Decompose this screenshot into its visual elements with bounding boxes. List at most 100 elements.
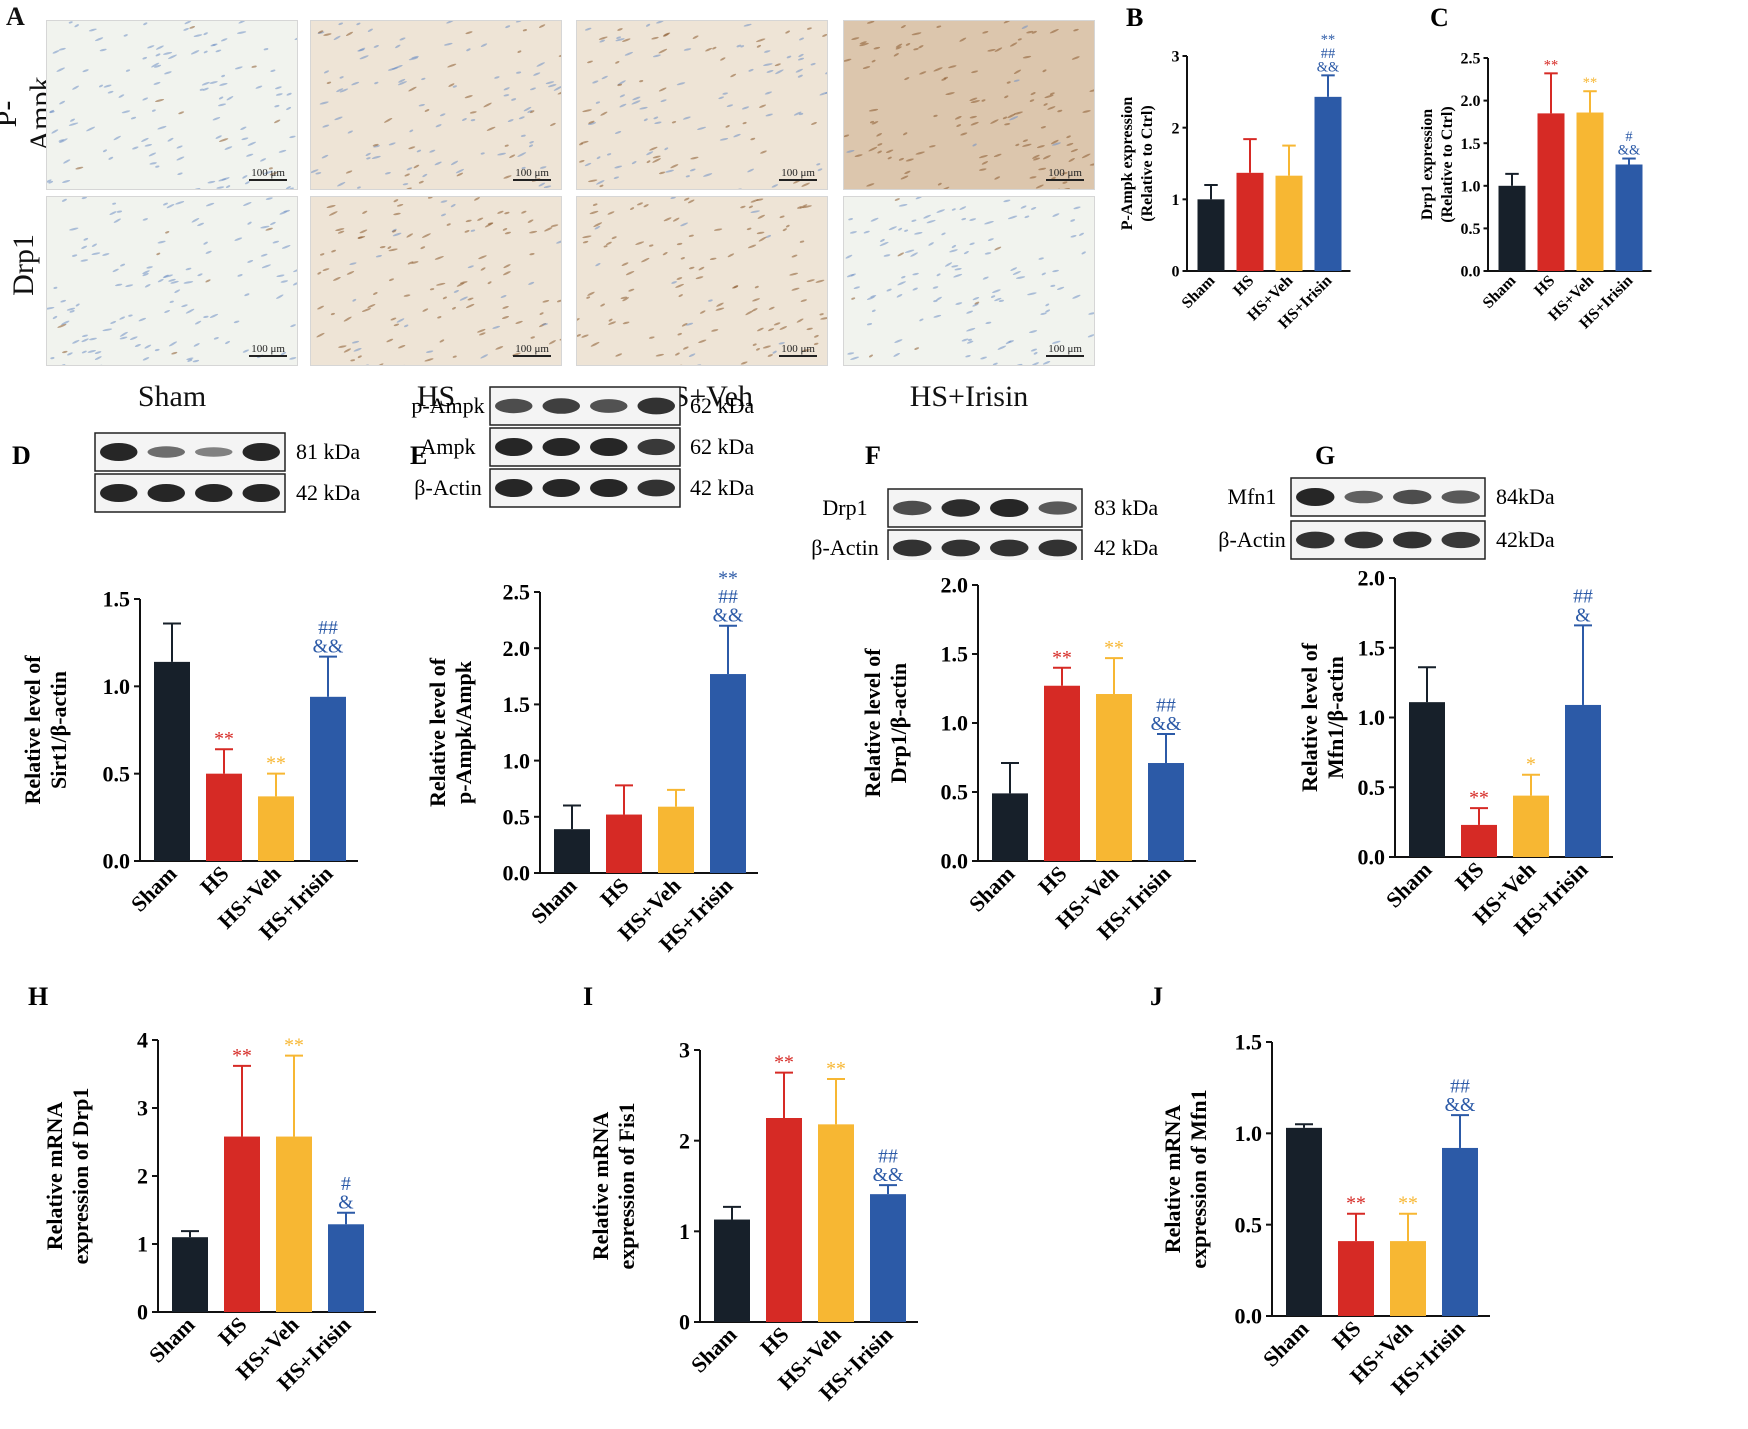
bar-hs-veh	[1576, 112, 1604, 271]
group-label-hs: HS	[416, 380, 456, 413]
significance-mark: **	[232, 1045, 252, 1067]
chart-g: G 0.0 0.5 1.0 1.5 2.0 Relative level of Mfn1/β-…	[1297, 441, 1613, 940]
significance-mark: **	[774, 1052, 794, 1074]
blot-band	[1296, 488, 1335, 506]
blot-band	[242, 484, 280, 502]
bar-sham	[1498, 185, 1526, 271]
blot-band	[990, 499, 1029, 517]
y-tick-label: 0.5	[103, 761, 131, 786]
y-axis-label: Relative level of	[1297, 642, 1322, 792]
ihc-texture	[47, 197, 297, 365]
scale-bar-label: 100 μm	[1046, 167, 1084, 181]
blot-band	[495, 398, 533, 414]
chart-b: B 0 1 2 3 P-Ampk expression (Relative to Ctrl)…	[1119, 3, 1351, 332]
bar-hs	[206, 773, 242, 861]
significance-mark: ##	[1156, 694, 1176, 716]
blot-band	[637, 397, 675, 415]
panel-letter-h: H	[28, 982, 48, 1011]
blot-protein-label: β-Actin	[811, 535, 878, 560]
ihc-image-p-ampk-hs: 100 μm	[310, 20, 562, 190]
bar-hs-irisin	[1442, 1147, 1478, 1316]
scale-bar-label: 100 μm	[513, 167, 551, 181]
significance-mark: **	[718, 567, 738, 589]
blot-band	[1441, 531, 1480, 549]
blot-band	[195, 484, 233, 502]
blot-band	[495, 479, 533, 497]
blot-kda-label: 62 kDa	[690, 393, 754, 418]
y-tick-label: 2	[679, 1128, 690, 1153]
blot-band	[147, 446, 185, 458]
scale-bar-label: 100 μm	[1046, 343, 1084, 357]
bar-hs-veh	[276, 1136, 312, 1312]
x-tick-label: Sham	[1381, 857, 1437, 913]
y-tick-label: 1.5	[103, 587, 131, 612]
blot-band	[542, 479, 580, 497]
ihc-texture	[579, 21, 827, 189]
x-tick-label: HS	[1230, 272, 1257, 299]
y-axis-label: Relative level of	[425, 657, 450, 807]
ihc-image-drp1-sham: 100 μm	[46, 196, 298, 366]
blot-band	[542, 438, 580, 456]
y-tick-label: 0	[679, 1310, 690, 1335]
blot-band	[242, 443, 280, 461]
y-tick-label: 3	[679, 1038, 690, 1063]
significance-mark: &&	[1317, 59, 1339, 75]
x-tick-label: Sham	[1480, 272, 1520, 312]
y-tick-label: 0.5	[503, 805, 531, 830]
significance-mark: **	[1321, 32, 1335, 48]
x-tick-label: Sham	[964, 861, 1020, 917]
blot-band	[1296, 531, 1335, 549]
panel-letter-i: I	[583, 982, 593, 1011]
bar-hs	[766, 1118, 802, 1322]
x-tick-label: HS	[1327, 1316, 1365, 1354]
blot-f-row-1: 83 kDa Drp1	[822, 488, 1158, 528]
panel-letter-c: C	[1430, 3, 1449, 32]
y-axis-label: (Relative to Ctrl)	[1439, 106, 1456, 222]
blot-band	[147, 484, 185, 502]
y-tick-label: 0.0	[503, 861, 531, 886]
blot-d-row-1: 81 kDa	[94, 432, 360, 472]
significance-mark: &	[338, 1192, 354, 1214]
y-axis-label: Relative mRNA	[1160, 1105, 1185, 1254]
significance-mark: &&	[1445, 1094, 1476, 1116]
blot-band	[100, 443, 138, 461]
ihc-texture	[47, 21, 297, 189]
y-tick-label: 1	[1172, 192, 1180, 209]
significance-mark: ##	[1321, 46, 1335, 62]
blot-e-row-1: 62 kDa p-Ampk	[411, 386, 754, 426]
significance-mark: **	[826, 1058, 846, 1080]
y-axis-label: P-Ampk expression	[1119, 97, 1136, 231]
bar-hs-veh	[818, 1124, 854, 1322]
significance-mark: #	[341, 1173, 351, 1195]
blot-band	[941, 539, 980, 557]
y-tick-label: 2	[137, 1164, 148, 1189]
significance-mark: **	[214, 728, 234, 750]
chart-f: F 0.0 0.5 1.0 1.5 2.0 Relative level of Drp1/β-…	[860, 441, 1196, 944]
blot-f-row-2: 42 kDa β-Actin	[811, 529, 1158, 560]
blot-kda-label: 42kDa	[1496, 527, 1555, 552]
y-tick-label: 2.0	[1461, 93, 1481, 110]
blot-band	[941, 499, 980, 517]
blot-e-row-2: 62 kDa Ampk	[421, 427, 754, 467]
bar-hs-veh	[258, 796, 294, 861]
bar-hs	[1236, 172, 1264, 271]
bar-hs-veh	[658, 806, 694, 873]
y-axis-label: expression of Fis1	[614, 1102, 639, 1269]
y-tick-label: 0.5	[1358, 775, 1386, 800]
panel-letter-e: E	[410, 441, 427, 470]
blot-protein-label: Mfn1	[1228, 484, 1277, 509]
x-tick-label: Sham	[144, 1312, 200, 1368]
y-axis-label: expression of Drp1	[68, 1088, 93, 1265]
blot-e-row-3: 42 kDa β-Actin	[414, 468, 754, 508]
y-tick-label: 1.0	[1235, 1121, 1263, 1146]
y-tick-label: 0.0	[1235, 1304, 1263, 1329]
y-tick-label: 2.0	[503, 636, 531, 661]
y-axis-label: Sirt1/β-actin	[46, 671, 71, 789]
blot-band	[195, 447, 233, 457]
ihc-image-drp1-hs-veh: 100 μm	[576, 196, 828, 366]
significance-mark: &&	[713, 605, 744, 627]
significance-mark: ##	[718, 586, 738, 608]
blot-protein-label: Drp1	[822, 495, 867, 520]
